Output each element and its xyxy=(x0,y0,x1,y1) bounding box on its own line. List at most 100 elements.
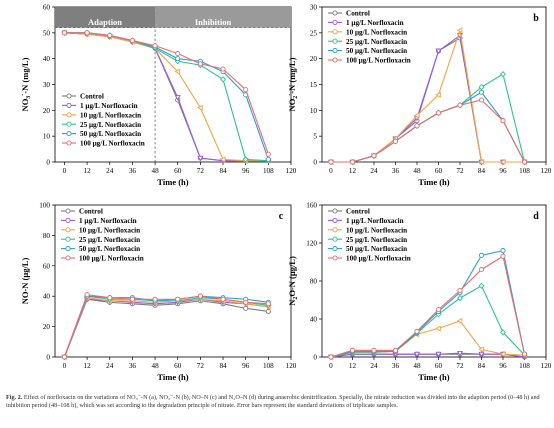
series-line xyxy=(330,255,526,358)
y-tick-label: 160 xyxy=(306,202,317,210)
region-band-adaption xyxy=(55,7,156,28)
data-point xyxy=(371,347,377,353)
data-point xyxy=(478,346,484,353)
x-tick-label: 96 xyxy=(499,362,507,370)
x-tick-label: 120 xyxy=(541,362,552,370)
panel-letter: d xyxy=(533,211,539,222)
series-line xyxy=(64,32,269,155)
caption-label: Fig. 2. xyxy=(6,394,23,401)
x-tick-label: 72 xyxy=(456,167,464,175)
x-tick-label: 12 xyxy=(349,167,357,175)
x-tick-label: 0 xyxy=(63,362,67,370)
legend-entry: 1 μg/L Norfloxacin xyxy=(346,217,404,225)
x-axis-label: Time (h) xyxy=(157,177,188,187)
data-point xyxy=(220,296,226,302)
y-tick-label: 80 xyxy=(43,232,51,240)
data-point xyxy=(220,66,226,72)
legend-entry: 100 μg/L Norfloxacin xyxy=(346,57,411,65)
data-point xyxy=(129,38,135,44)
y-tick-label: 15 xyxy=(310,81,318,89)
chart-panel-a: 0 12 24 36 48 60 72 84 96 108 120 0 10 20 30 40 50 60 Time… xyxy=(20,4,297,188)
data-point xyxy=(435,351,442,358)
x-tick-label: 120 xyxy=(286,167,297,175)
legend-swatch-marker xyxy=(332,208,338,214)
legend-entry: Control xyxy=(79,208,103,216)
data-point xyxy=(152,296,158,302)
x-axis-label: Time (h) xyxy=(418,372,449,382)
legend-swatch-marker xyxy=(65,227,71,233)
data-point xyxy=(220,76,226,83)
data-point xyxy=(413,351,421,358)
legend-entry: 25 μg/L Norfloxacin xyxy=(80,121,141,129)
x-tick-label: 60 xyxy=(174,167,182,175)
data-point xyxy=(457,287,463,294)
x-tick-label: 108 xyxy=(519,167,530,175)
data-point xyxy=(107,32,113,38)
series-line xyxy=(63,297,269,358)
legend-entry: 10 μg/L Norfloxacin xyxy=(79,226,140,234)
data-point xyxy=(456,317,463,324)
data-point xyxy=(129,296,135,302)
data-point xyxy=(500,248,506,254)
legend-entry: 25 μg/L Norfloxacin xyxy=(346,38,407,46)
y-tick-label: 20 xyxy=(43,107,51,115)
y-tick-label: 0 xyxy=(313,159,317,167)
data-point xyxy=(328,354,334,360)
legend-entry: 25 μg/L Norfloxacin xyxy=(346,236,407,244)
legend-swatch-marker xyxy=(65,246,71,252)
data-point xyxy=(265,156,271,162)
x-tick-label: 0 xyxy=(63,167,67,175)
panel-letter: b xyxy=(533,13,539,24)
legend-entry: 100 μg/L Norfloxacin xyxy=(80,140,145,148)
x-tick-label: 60 xyxy=(435,167,443,175)
series-line xyxy=(330,284,525,358)
data-point xyxy=(197,61,203,67)
data-point xyxy=(457,102,463,108)
y-tick-label: 40 xyxy=(310,316,318,324)
legend-swatch-marker xyxy=(332,57,338,63)
chart-panel-c: 0 12 24 36 48 60 72 84 96 108 120 0 20 40 60 80 100 Time … xyxy=(20,202,297,383)
data-point xyxy=(265,151,271,157)
legend-entry: 100 μg/L Norfloxacin xyxy=(346,255,411,263)
x-tick-label: 72 xyxy=(456,362,464,370)
data-point xyxy=(457,294,463,302)
data-point xyxy=(435,325,441,332)
data-point xyxy=(413,112,420,119)
caption-text: Effect of norfloxacin on the variations … xyxy=(6,394,540,410)
series-line xyxy=(330,352,525,358)
series-line xyxy=(330,249,526,358)
x-tick-label: 0 xyxy=(329,362,333,370)
data-point xyxy=(500,118,506,124)
legend-swatch-marker xyxy=(65,236,71,242)
legend-entry: 50 μg/L Norfloxacin xyxy=(80,130,141,138)
legend-swatch-marker xyxy=(65,255,71,261)
data-point xyxy=(478,89,485,95)
data-point xyxy=(371,153,377,159)
x-tick-label: 84 xyxy=(219,362,227,370)
x-tick-label: 84 xyxy=(478,362,486,370)
x-tick-label: 108 xyxy=(519,362,530,370)
y-tick-label: 40 xyxy=(43,55,51,63)
data-point xyxy=(478,252,485,258)
y-tick-label: 30 xyxy=(43,81,51,89)
data-point xyxy=(392,138,399,144)
series-line xyxy=(64,32,269,162)
y-axis-label: NO2--N (mg/L) xyxy=(287,57,299,111)
data-point xyxy=(174,95,181,101)
y-tick-label: 80 xyxy=(310,278,318,286)
data-point xyxy=(328,159,334,165)
data-point xyxy=(478,158,484,166)
legend-swatch-marker xyxy=(332,255,338,261)
x-tick-label: 120 xyxy=(541,167,552,175)
y-axis-label: N2O-N (μg/L) xyxy=(287,256,299,306)
x-axis-label: Time (h) xyxy=(157,372,188,382)
y-tick-label: 30 xyxy=(310,4,318,12)
y-axis-label: NO3--N (mg/L) xyxy=(20,57,32,111)
series-line xyxy=(63,298,269,358)
data-point xyxy=(349,347,356,353)
data-point xyxy=(500,329,506,336)
chart-panel-b: 0 12 24 36 48 60 72 84 96 108 120 0 5 10 15 20 25 30 Time … xyxy=(287,4,552,188)
data-point xyxy=(197,104,203,111)
